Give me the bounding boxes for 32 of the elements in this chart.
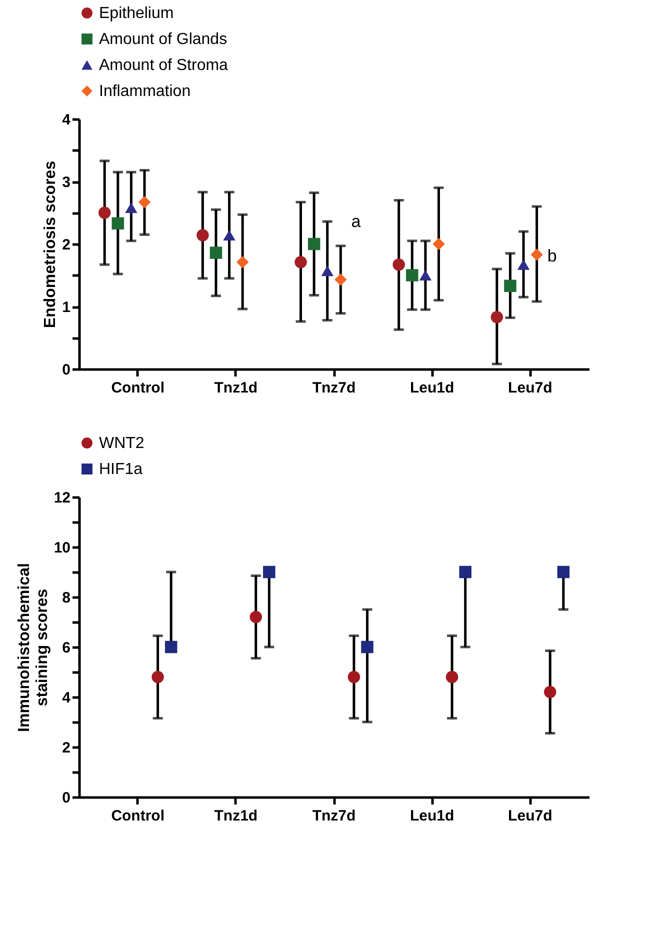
x-tick-label: Tnz7d xyxy=(312,808,356,824)
y-tick-label: 2 xyxy=(62,236,70,254)
y-axis-title: Immunohistochemical staining scores xyxy=(16,563,51,732)
legend-label: Amount of Glands xyxy=(99,31,228,48)
x-tick-label: Tnz7d xyxy=(312,380,356,396)
y-tick-label: 2 xyxy=(62,740,70,756)
legend-label: Inflammation xyxy=(99,83,191,100)
legend-label: WNT2 xyxy=(99,435,144,452)
x-tick-label: Leu1d xyxy=(410,808,454,824)
x-tick-label: Leu7d xyxy=(508,380,552,396)
annotation: a xyxy=(351,212,362,232)
y-tick-label: 10 xyxy=(54,540,70,556)
x-tick-label: Tnz1d xyxy=(214,380,258,396)
legend-label: HIF1a xyxy=(99,461,143,478)
y-tick-label: 3 xyxy=(62,174,70,191)
y-tick-label: 0 xyxy=(62,362,70,378)
y-tick-label: 6 xyxy=(62,640,70,656)
legend-label: Amount of Stroma xyxy=(99,57,228,74)
x-tick-label: Leu7d xyxy=(508,808,552,824)
x-tick-label: Tnz1d xyxy=(214,808,258,824)
y-tick-label: 1 xyxy=(62,299,70,316)
y-tick-label: 4 xyxy=(62,112,72,128)
x-tick-label: Control xyxy=(111,808,165,824)
y-tick-label: 0 xyxy=(62,790,70,806)
y-tick-label: 4 xyxy=(62,690,72,706)
y-tick-label: 8 xyxy=(62,590,70,606)
y-axis-title: Endometriosis scores xyxy=(42,160,60,328)
y-tick-label: 12 xyxy=(54,490,70,506)
legend-label: Epithelium xyxy=(99,5,174,22)
x-tick-label: Leu1d xyxy=(410,380,454,396)
annotation: b xyxy=(547,246,557,266)
x-tick-label: Control xyxy=(111,380,165,396)
